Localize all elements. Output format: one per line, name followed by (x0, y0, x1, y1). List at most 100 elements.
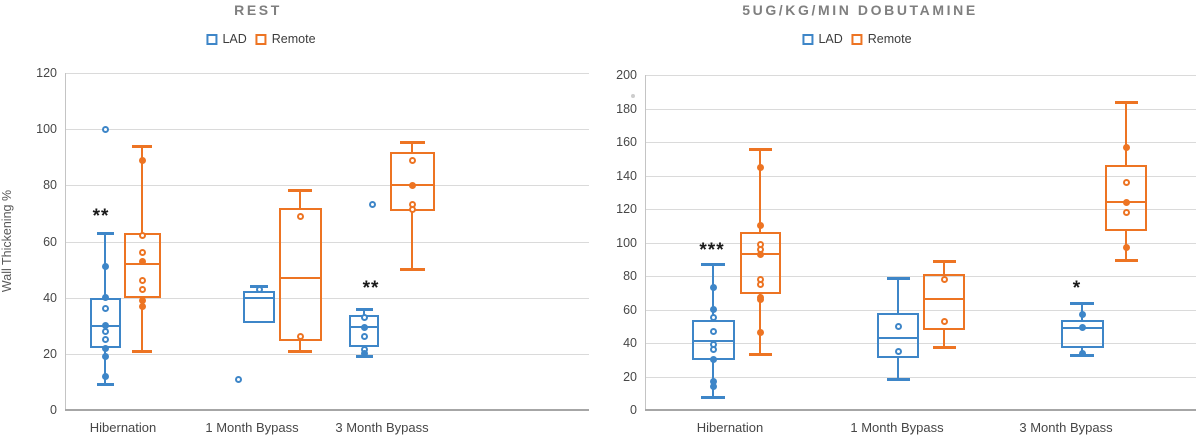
median-line (923, 298, 965, 301)
x-axis-line (65, 409, 589, 411)
legend-item-remote: Remote (851, 32, 912, 46)
y-tick-label: 20 (623, 369, 637, 384)
y-tick-label: 100 (36, 122, 57, 137)
whisker-lower (141, 297, 143, 353)
y-tick-label: 160 (616, 135, 637, 149)
data-point-open (709, 327, 717, 335)
significance-annotation: ** (92, 206, 110, 228)
whisker-cap-lower (399, 267, 425, 271)
data-point-open (101, 327, 109, 335)
data-point-filled (756, 222, 764, 230)
data-point-filled (138, 302, 146, 310)
whisker-upper (943, 260, 945, 275)
whisker-upper (1125, 101, 1127, 166)
data-point-filled (138, 296, 146, 304)
whisker-lower (759, 294, 761, 355)
data-point-filled (101, 294, 109, 302)
y-tick-label: 200 (616, 68, 637, 82)
median-line (877, 336, 919, 339)
whisker-cap-upper (132, 145, 152, 149)
data-point-open (709, 346, 717, 354)
data-point-open (255, 285, 263, 293)
y-tick-label: 60 (43, 234, 57, 249)
remote-box-1-month-bypass (278, 207, 322, 342)
data-point-open (940, 317, 948, 325)
category-label: Hibernation (696, 420, 764, 435)
gridline (66, 73, 589, 74)
data-point-filled (138, 156, 146, 164)
whisker-cap-upper (1070, 301, 1094, 305)
whisker-upper (363, 308, 365, 315)
y-axis-line (65, 73, 66, 410)
category-label: Hibernation (89, 420, 157, 435)
category-label: 1 Month Bypass (205, 420, 299, 435)
y-tick-label: 120 (36, 66, 57, 80)
data-point-open (408, 156, 416, 164)
whisker-cap-upper (355, 307, 373, 311)
whisker-cap-lower (748, 352, 772, 356)
whisker-upper (411, 141, 413, 152)
whisker-cap-lower (932, 346, 956, 350)
data-point-open (756, 280, 764, 288)
whisker-cap-upper (932, 259, 956, 263)
category-label: 3 Month Bypass (335, 420, 429, 435)
gridline (646, 209, 1196, 210)
y-axis-line (645, 75, 646, 410)
data-point-open (1122, 208, 1130, 216)
whisker-cap-lower (886, 377, 910, 381)
chart-title-rest: REST (234, 2, 282, 18)
legend-item-lad: LAD (802, 32, 843, 46)
y-tick-label: 100 (616, 235, 637, 250)
data-point-filled (709, 378, 717, 386)
legend-dobutamine: LAD Remote (802, 32, 912, 46)
x-axis-line (645, 409, 1196, 411)
y-tick-label: 40 (43, 290, 57, 305)
whisker-upper (141, 146, 143, 234)
data-point-filled (756, 250, 764, 258)
lad-box-3-month-bypass (1060, 319, 1104, 349)
data-point-open (296, 333, 304, 341)
data-point-filled (756, 329, 764, 337)
gridline (646, 276, 1196, 277)
data-point-filled (709, 306, 717, 313)
gridline (66, 354, 589, 355)
y-tick-label: 40 (623, 336, 637, 350)
data-point-filled (1122, 143, 1130, 151)
median-line (243, 296, 275, 299)
gridline (646, 343, 1196, 344)
data-point-open (894, 347, 902, 355)
lad-swatch-icon (206, 33, 218, 45)
remote-swatch-icon (255, 33, 267, 45)
data-point-filled (1078, 311, 1086, 319)
data-point-filled (709, 383, 717, 391)
data-point-open (138, 249, 146, 257)
data-point-filled (101, 372, 109, 380)
data-point-open (138, 232, 146, 240)
whisker-cap-upper (701, 263, 725, 267)
data-point-filled (408, 181, 416, 189)
whisker-upper (759, 148, 761, 233)
data-point-filled (360, 350, 368, 358)
lad-swatch-icon (802, 33, 814, 45)
gridline (66, 185, 589, 186)
y-tick-label: 0 (50, 403, 57, 417)
significance-annotation: *** (699, 240, 725, 262)
data-point-filled (1122, 244, 1130, 252)
category-label: 3 Month Bypass (1019, 420, 1113, 435)
legend-label-lad: LAD (222, 32, 247, 46)
whisker-cap-lower (288, 350, 312, 354)
whisker-cap-upper (1114, 100, 1138, 104)
whisker-cap-lower (701, 396, 725, 400)
data-point-open (101, 305, 109, 313)
y-tick-label: 20 (43, 346, 57, 361)
whisker-lower (897, 358, 899, 380)
gridline (646, 176, 1196, 177)
data-point-open (138, 277, 146, 285)
whisker-cap-upper (399, 140, 425, 144)
data-point-filled (1122, 198, 1130, 206)
whisker-upper (299, 189, 301, 208)
data-point-open (360, 313, 368, 321)
gridline (646, 377, 1196, 378)
data-point-filled (756, 163, 764, 171)
significance-annotation: * (1072, 278, 1082, 300)
